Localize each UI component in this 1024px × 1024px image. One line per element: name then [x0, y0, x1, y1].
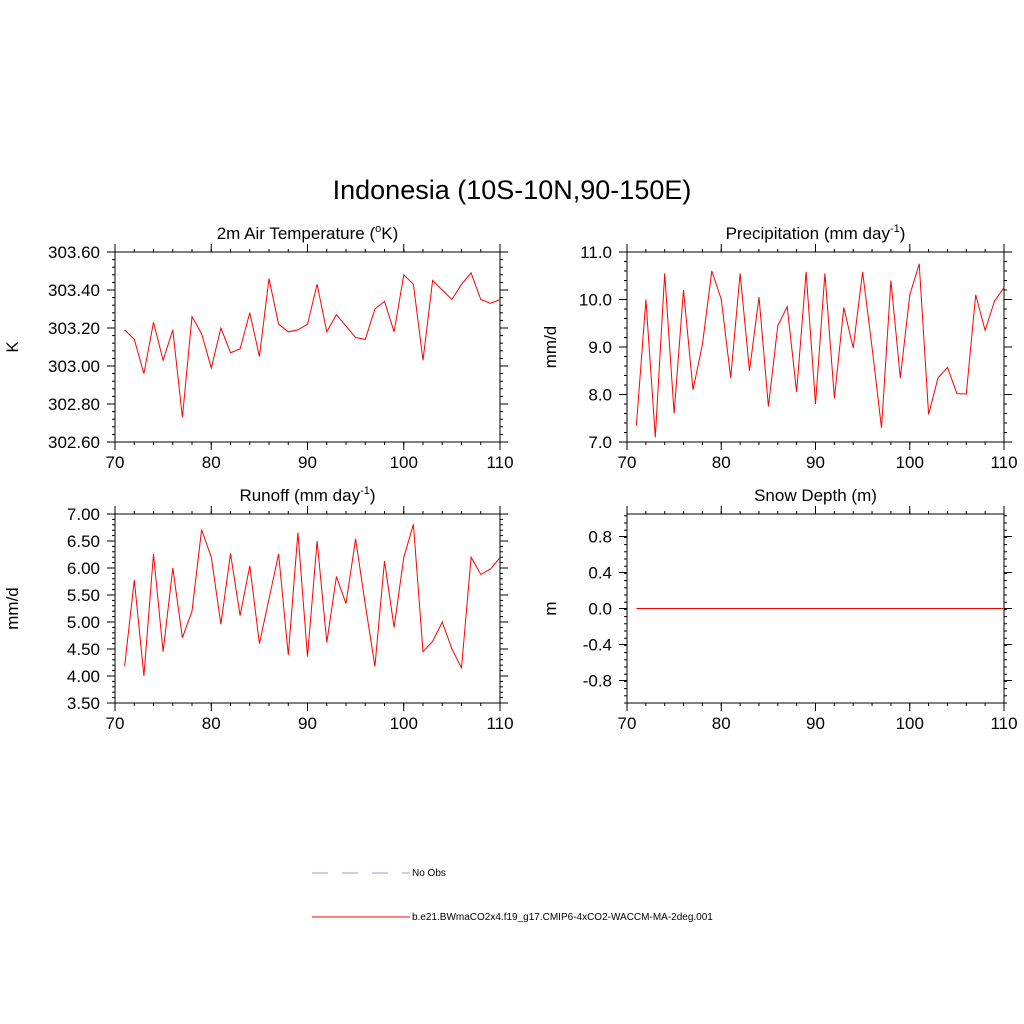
x-tick-label: 90 — [298, 453, 317, 472]
y-tick-label: 0.8 — [588, 528, 612, 547]
panel-title-main: Runoff (mm day — [239, 486, 360, 505]
x-tick-label: 90 — [298, 714, 317, 733]
x-tick-label: 110 — [990, 453, 1017, 472]
y-axis-label: mm/d — [541, 326, 560, 369]
x-tick-label: 110 — [486, 453, 513, 472]
x-tick-label: 100 — [390, 714, 418, 733]
y-tick-label: 303.40 — [48, 281, 100, 300]
y-axis-label: K — [3, 341, 22, 353]
plot-frame — [114, 251, 501, 443]
y-tick-label: 303.60 — [48, 243, 100, 262]
panel-title: 2m Air Temperature (oK) — [217, 223, 399, 243]
series-line-temp — [124, 271, 501, 418]
x-tick-label: 100 — [390, 453, 418, 472]
x-tick-label: 80 — [202, 714, 221, 733]
y-tick-label: 5.50 — [67, 586, 100, 605]
panel-title-end: K) — [381, 224, 398, 243]
series-line-precip — [635, 263, 1005, 438]
plot-frame — [114, 513, 501, 704]
x-tick-label: 110 — [486, 714, 513, 733]
y-tick-label: 7.0 — [588, 433, 612, 452]
y-axis-label: mm/d — [3, 587, 22, 630]
panel-title: Runoff (mm day-1) — [239, 485, 375, 505]
x-tick-label: 80 — [712, 714, 731, 733]
x-tick-label: 100 — [896, 714, 924, 733]
y-tick-label: 6.00 — [67, 559, 100, 578]
panel-snow: Snow Depth (m) m -0.8 -0.4 0.0 0.4 0.8 70 80 90 10… — [541, 486, 1018, 733]
panel-runoff: Runoff (mm day-1) mm/d 3.50 4.00 4.50 5.00 5.5… — [3, 485, 514, 733]
panel-title: Precipitation (mm day-1) — [726, 223, 906, 243]
x-tick-label: 80 — [202, 453, 221, 472]
x-tick-label: 90 — [806, 453, 825, 472]
y-tick-label: 3.50 — [67, 694, 100, 713]
panel-title-end: ) — [900, 224, 906, 243]
panel-precip: Precipitation (mm day-1) mm/d 7.0 8.0 9.0 10.… — [541, 223, 1018, 472]
panel-title-main: Snow Depth (m) — [754, 486, 877, 505]
y-tick-label: 9.0 — [588, 338, 612, 357]
x-tick-label: 70 — [106, 714, 125, 733]
y-tick-label: 8.0 — [588, 386, 612, 405]
panel-title: Snow Depth (m) — [754, 486, 877, 505]
panel-title-superscript: o — [375, 223, 381, 235]
y-tick-label: 303.20 — [48, 319, 100, 338]
y-tick-label: 4.00 — [67, 667, 100, 686]
x-tick-label: 70 — [618, 714, 637, 733]
y-tick-label: 7.00 — [67, 505, 100, 524]
y-tick-label: 302.80 — [48, 395, 100, 414]
y-tick-label: 0.0 — [588, 600, 612, 619]
x-tick-label: 70 — [618, 453, 637, 472]
y-tick-label: 302.60 — [48, 433, 100, 452]
x-tick-label: 90 — [806, 714, 825, 733]
y-tick-label: 6.50 — [67, 532, 100, 551]
panel-title-main: 2m Air Temperature ( — [217, 224, 376, 243]
x-tick-label: 70 — [106, 453, 125, 472]
y-tick-label: 0.4 — [588, 564, 612, 583]
y-tick-label: -0.4 — [583, 636, 612, 655]
y-axis-label: m — [541, 601, 560, 615]
y-tick-label: 303.00 — [48, 357, 100, 376]
y-tick-label: -0.8 — [583, 672, 612, 691]
series-line-runoff — [124, 524, 501, 677]
y-tick-label: 5.00 — [67, 613, 100, 632]
x-tick-label: 100 — [896, 453, 924, 472]
panel-title-superscript: -1 — [360, 485, 370, 497]
x-tick-label: 80 — [712, 453, 731, 472]
y-tick-label: 4.50 — [67, 640, 100, 659]
legend: No Obs b.e21.BWmaCO2x4.f19_g17.CMIP6-4xC… — [312, 868, 713, 923]
legend-model-label: b.e21.BWmaCO2x4.f19_g17.CMIP6-4xCO2-WACC… — [412, 912, 713, 923]
panel-title-superscript: -1 — [890, 223, 900, 235]
x-tick-label: 110 — [990, 714, 1017, 733]
panel-title-main: Precipitation (mm day — [726, 224, 891, 243]
figure-title: Indonesia (10S-10N,90-150E) — [333, 175, 692, 205]
y-tick-label: 10.0 — [579, 291, 612, 310]
plot-frame — [626, 251, 1005, 443]
legend-obs-label: No Obs — [412, 868, 446, 879]
y-tick-label: 11.0 — [580, 243, 612, 262]
panel-title-end: ) — [370, 486, 376, 505]
panel-temp: 2m Air Temperature (oK) K 302.60 302.80 303.… — [3, 223, 514, 472]
